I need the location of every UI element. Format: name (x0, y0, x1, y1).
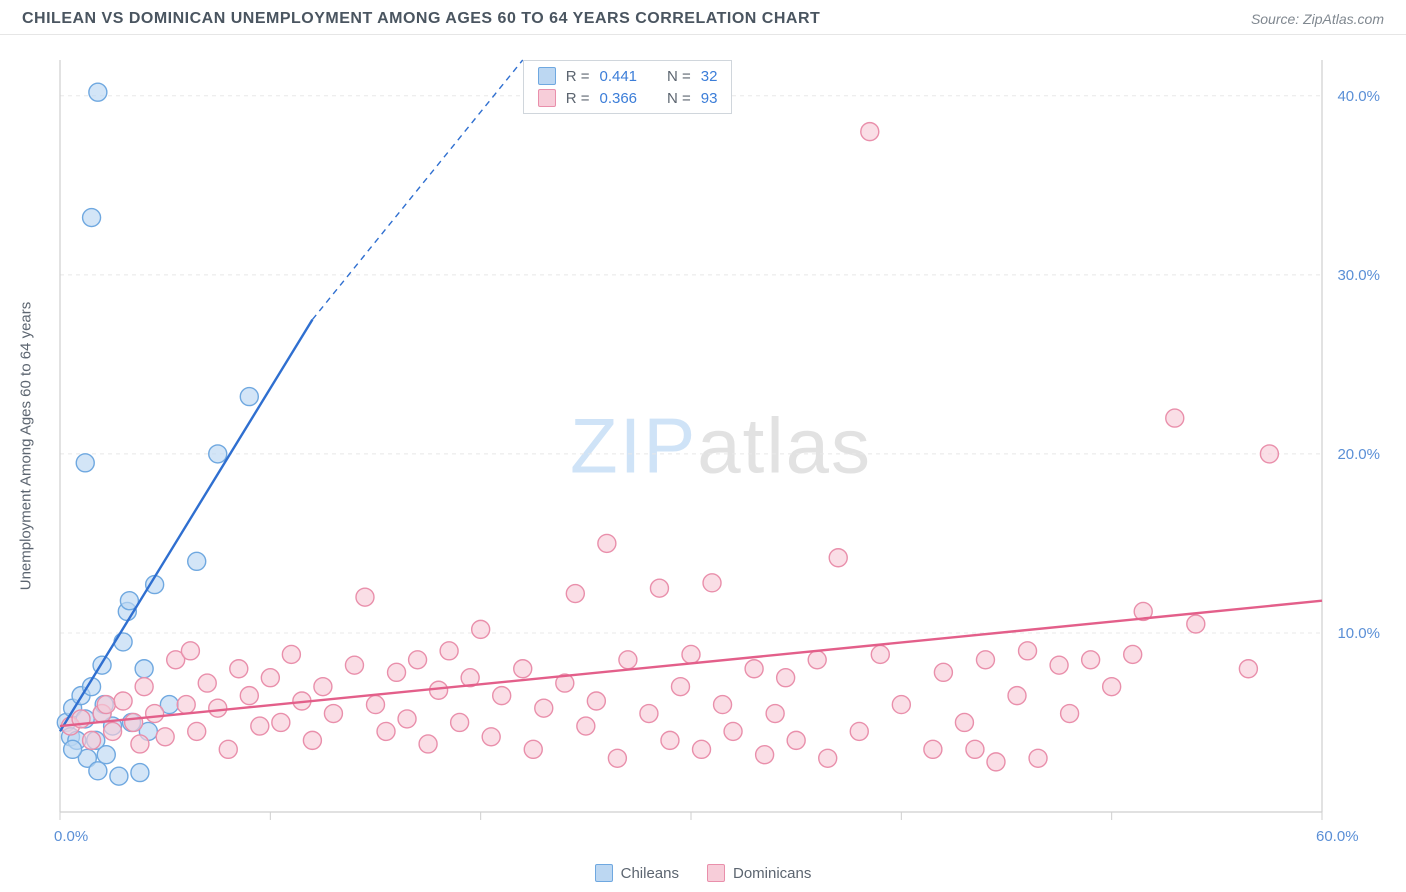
legend-item: Dominicans (707, 864, 811, 882)
stats-n-value: 32 (701, 68, 718, 85)
scatter-plot: 10.0% 20.0% 30.0% 40.0% (50, 44, 1392, 848)
stats-n-label: N = (667, 90, 691, 107)
stats-r-value: 0.366 (599, 90, 637, 107)
stats-n-label: N = (667, 68, 691, 85)
legend-label: Dominicans (733, 865, 811, 882)
x-axis-min-label: 0.0% (54, 828, 88, 845)
legend-item: Chileans (595, 864, 679, 882)
legend-label: Chileans (621, 865, 679, 882)
source-attribution: Source: ZipAtlas.com (1251, 11, 1384, 27)
svg-text:10.0%: 10.0% (1337, 625, 1380, 642)
svg-text:40.0%: 40.0% (1337, 88, 1380, 105)
svg-text:20.0%: 20.0% (1337, 446, 1380, 463)
legend-swatch (707, 864, 725, 882)
bottom-legend: Chileans Dominicans (0, 864, 1406, 882)
correlation-stats-box: R = 0.441 N = 32 R = 0.366 N = 93 (523, 60, 733, 114)
source-prefix: Source: (1251, 11, 1303, 27)
chart-header: CHILEAN VS DOMINICAN UNEMPLOYMENT AMONG … (0, 0, 1406, 35)
stats-n-value: 93 (701, 90, 718, 107)
stats-r-label: R = (566, 68, 590, 85)
source-name: ZipAtlas.com (1303, 11, 1384, 27)
svg-text:30.0%: 30.0% (1337, 267, 1380, 284)
stats-row: R = 0.366 N = 93 (524, 87, 732, 109)
legend-swatch (595, 864, 613, 882)
chart-area: Unemployment Among Ages 60 to 64 years Z… (50, 44, 1392, 848)
stats-row: R = 0.441 N = 32 (524, 65, 732, 87)
stats-r-label: R = (566, 90, 590, 107)
stats-swatch (538, 67, 556, 85)
chart-title: CHILEAN VS DOMINICAN UNEMPLOYMENT AMONG … (22, 10, 820, 28)
stats-r-value: 0.441 (599, 68, 637, 85)
x-axis-max-label: 60.0% (1316, 828, 1359, 845)
y-axis-label: Unemployment Among Ages 60 to 64 years (18, 302, 35, 591)
stats-swatch (538, 89, 556, 107)
